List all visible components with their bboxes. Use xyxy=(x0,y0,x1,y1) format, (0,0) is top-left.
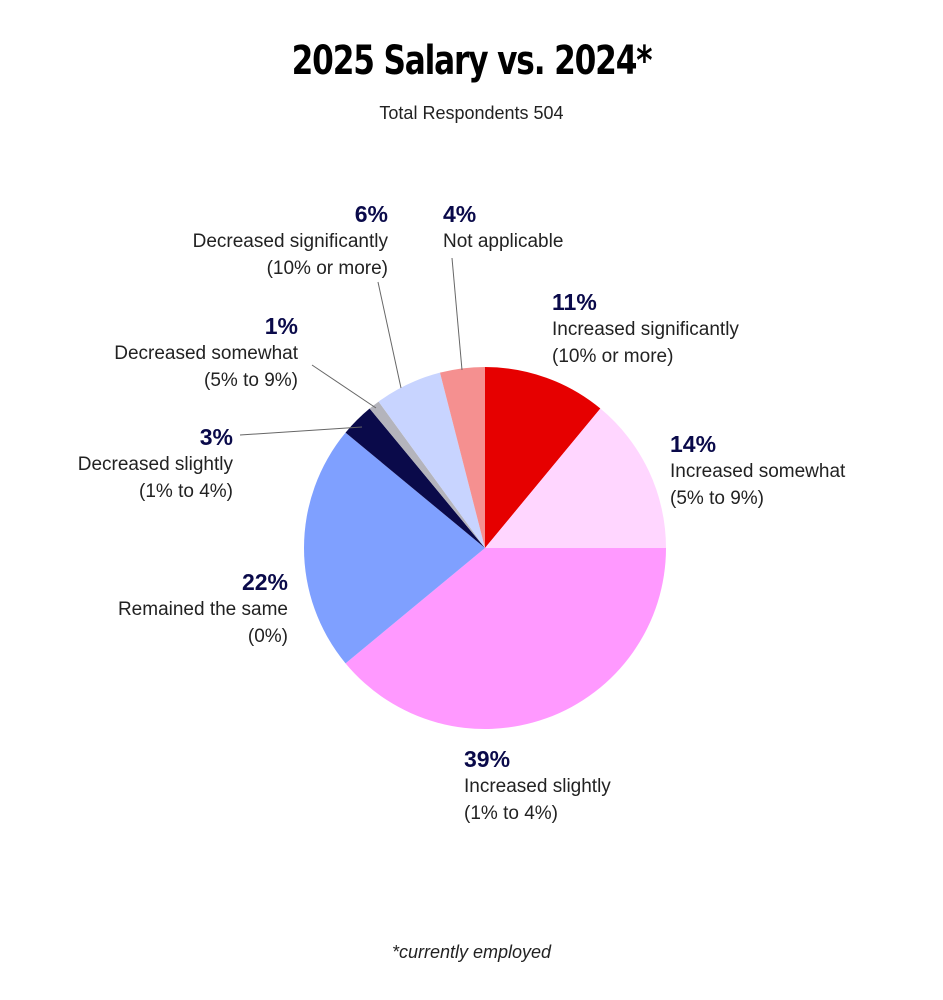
leader-line xyxy=(451,257,463,371)
category-label: Increased significantly (10% or more) xyxy=(552,319,739,367)
footnote: *currently employed xyxy=(391,942,552,962)
slice-label: 6% Decreased significantly (10% or more) xyxy=(148,200,388,282)
value-label: 3% xyxy=(199,424,233,450)
leader-line xyxy=(311,364,377,409)
pie-slice xyxy=(345,548,666,729)
slice-label: 1% Decreased somewhat (5% to 9%) xyxy=(83,312,298,394)
category-label: Increased somewhat (5% to 9%) xyxy=(670,461,846,509)
pie-slice xyxy=(485,367,601,548)
chart-title: 2025 Salary vs. 2024* xyxy=(291,38,653,84)
slice-label: 3% Decreased slightly (1% to 4%) xyxy=(43,423,233,505)
category-label: Decreased slightly (1% to 4%) xyxy=(77,454,233,502)
category-label: Decreased somewhat (5% to 9%) xyxy=(114,343,298,391)
slice-label: 39% Increased slightly (1% to 4%) xyxy=(464,745,644,827)
value-label: 14% xyxy=(670,431,717,457)
pie-slice xyxy=(485,408,666,548)
value-label: 6% xyxy=(354,201,388,227)
value-label: 11% xyxy=(552,289,597,315)
pie-slice xyxy=(369,401,485,548)
pie-slice xyxy=(378,372,485,548)
slice-label: 4% Not applicable xyxy=(443,200,643,255)
value-label: 39% xyxy=(464,746,511,772)
category-label: Increased slightly (1% to 4%) xyxy=(464,776,611,824)
leader-line xyxy=(377,281,402,389)
value-label: 1% xyxy=(264,313,298,339)
category-label: Remained the same (0%) xyxy=(117,599,288,647)
chart-subtitle: Total Respondents 504 xyxy=(379,103,564,123)
slice-label: 11% Increased significantly (10% or more) xyxy=(552,288,787,370)
slice-label: 14% Increased somewhat (5% to 9%) xyxy=(670,430,865,512)
value-label: 4% xyxy=(443,201,477,227)
pie-slice xyxy=(304,432,485,664)
leader-line xyxy=(239,426,363,436)
pie-slice xyxy=(439,367,485,548)
category-label: Decreased significantly (10% or more) xyxy=(192,231,388,279)
value-label: 22% xyxy=(241,569,288,595)
pie-slice xyxy=(345,408,485,548)
slice-label: 22% Remained the same (0%) xyxy=(93,568,288,650)
category-label: Not applicable xyxy=(443,231,564,252)
